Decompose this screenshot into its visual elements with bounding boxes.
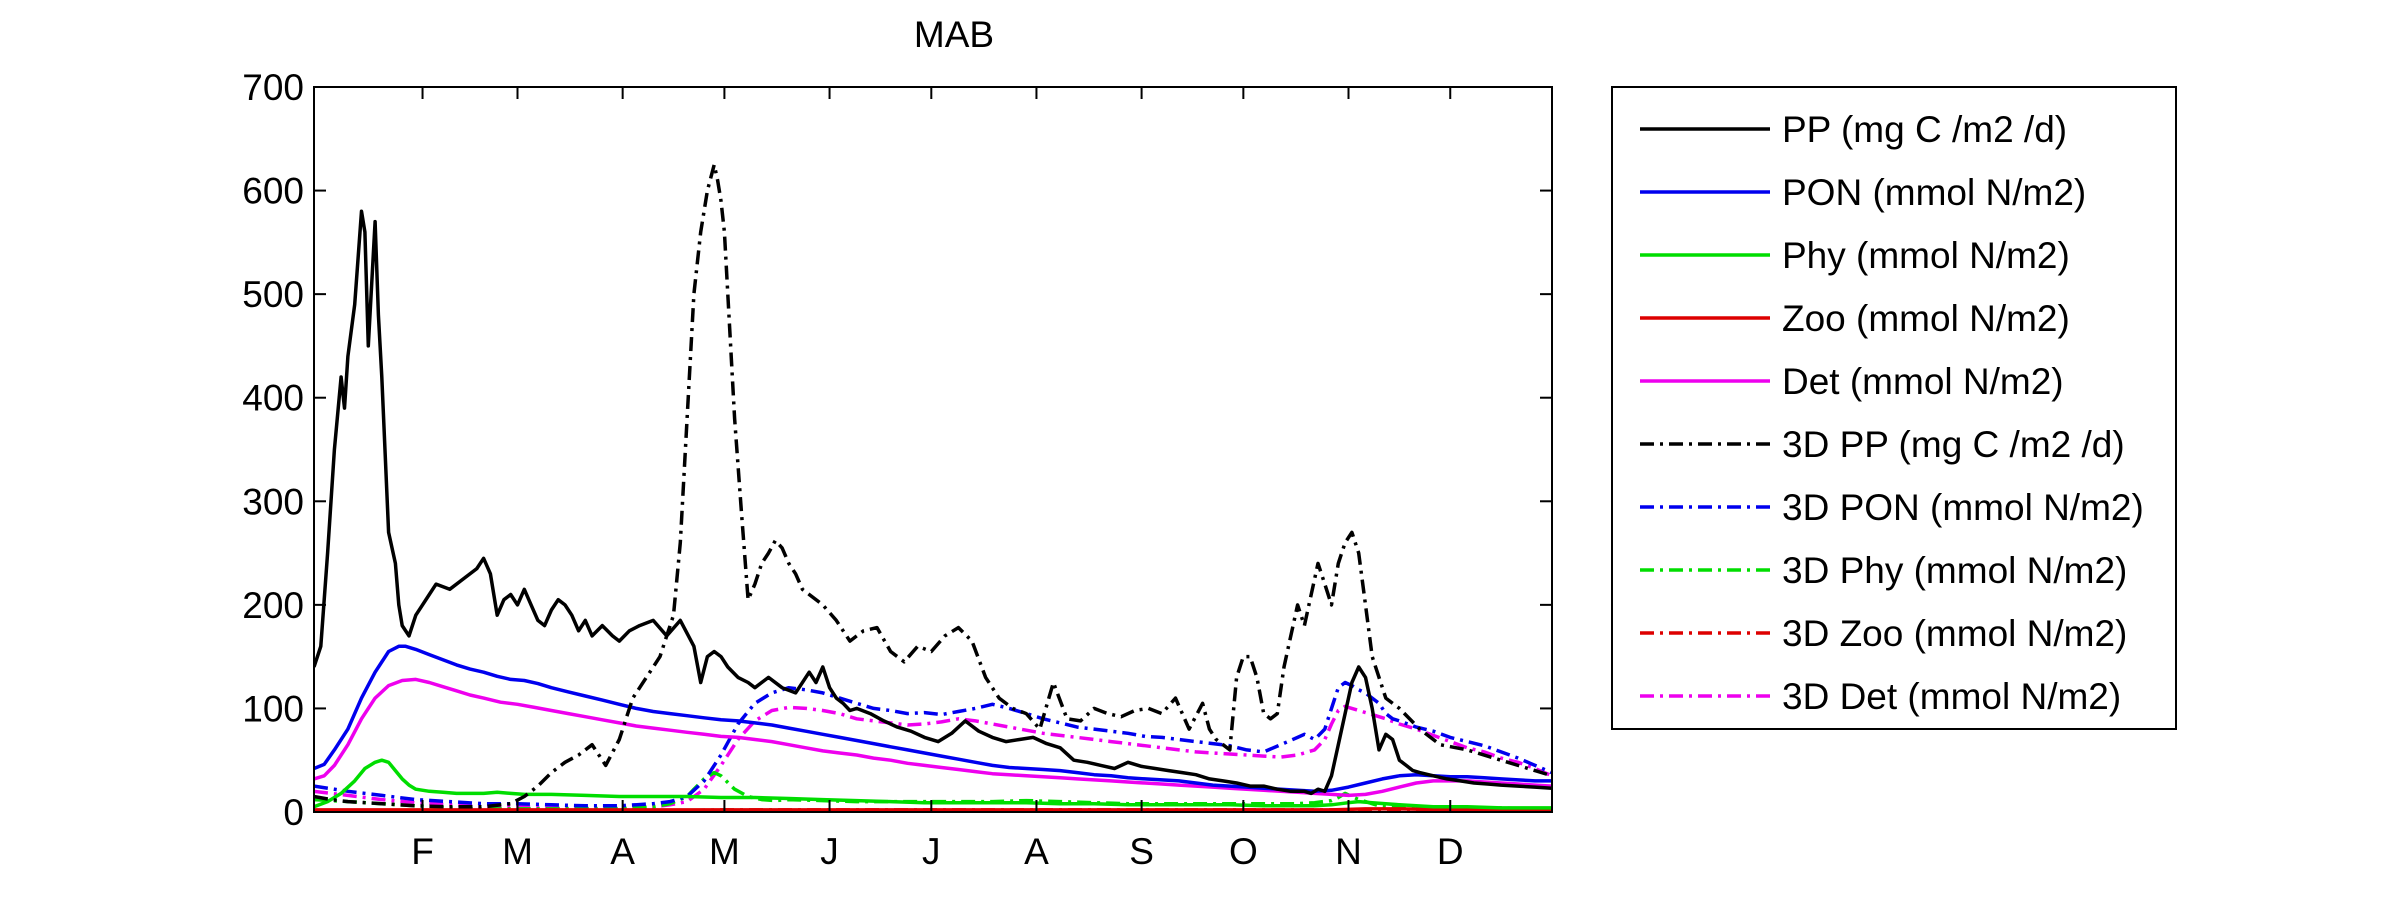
series-line-phy-mmol-n-m2 bbox=[314, 758, 1552, 810]
x-tick-label: A bbox=[610, 831, 635, 872]
x-tick-label: M bbox=[502, 831, 533, 872]
axis-ticks: 0 100 200 300 400 500 600 700 F M A M J J A S O N D bbox=[242, 67, 1552, 872]
series-line-3d-det-mmol-n-m2 bbox=[314, 704, 1552, 810]
x-tick-label: D bbox=[1437, 831, 1464, 872]
x-tick-label: J bbox=[820, 831, 839, 872]
y-tick-label: 0 bbox=[283, 792, 304, 833]
legend-box bbox=[1611, 86, 2177, 730]
legend-label: 3D Phy (mmol N/m2) bbox=[1782, 550, 2127, 591]
x-tick-label: N bbox=[1335, 831, 1362, 872]
y-tick-label: 700 bbox=[242, 67, 304, 108]
y-tick-label: 600 bbox=[242, 171, 304, 212]
y-tick-label: 300 bbox=[242, 481, 304, 522]
legend-label: 3D Zoo (mmol N/m2) bbox=[1782, 613, 2127, 654]
series-line-det-mmol-n-m2 bbox=[314, 677, 1552, 798]
legend: PP (mg C /m2 /d) PON (mmol N/m2) Phy (mmol… bbox=[1611, 86, 2177, 730]
chart-title: MAB bbox=[914, 14, 994, 55]
legend-label: Det (mmol N/m2) bbox=[1782, 361, 2064, 402]
x-tick-label: O bbox=[1229, 831, 1258, 872]
legend-label: 3D Det (mmol N/m2) bbox=[1782, 676, 2121, 717]
y-tick-label: 200 bbox=[242, 585, 304, 626]
series-line-pon-mmol-n-m2 bbox=[314, 644, 1552, 794]
legend-label: Zoo (mmol N/m2) bbox=[1782, 298, 2070, 339]
legend-label: PON (mmol N/m2) bbox=[1782, 172, 2086, 213]
legend-label: 3D PON (mmol N/m2) bbox=[1782, 487, 2144, 528]
x-tick-label: S bbox=[1129, 831, 1154, 872]
y-tick-label: 500 bbox=[242, 274, 304, 315]
x-tick-label: A bbox=[1024, 831, 1049, 872]
x-tick-label: F bbox=[411, 831, 434, 872]
legend-label: Phy (mmol N/m2) bbox=[1782, 235, 2070, 276]
x-tick-label: M bbox=[709, 831, 740, 872]
series-line-pp-mg-c-m2-d bbox=[314, 209, 1552, 796]
series-line-3d-pon-mmol-n-m2 bbox=[314, 680, 1552, 808]
x-tick-label: J bbox=[922, 831, 941, 872]
series-line-zoo-mmol-n-m2 bbox=[314, 807, 1552, 812]
y-tick-label: 400 bbox=[242, 378, 304, 419]
axes-box bbox=[313, 86, 1553, 813]
legend-label: PP (mg C /m2 /d) bbox=[1782, 109, 2067, 150]
plot-area bbox=[314, 162, 1552, 812]
legend-label: 3D PP (mg C /m2 /d) bbox=[1782, 424, 2125, 465]
y-tick-label: 100 bbox=[242, 688, 304, 729]
series-line-3d-pp-mg-c-m2-d bbox=[314, 162, 1552, 809]
